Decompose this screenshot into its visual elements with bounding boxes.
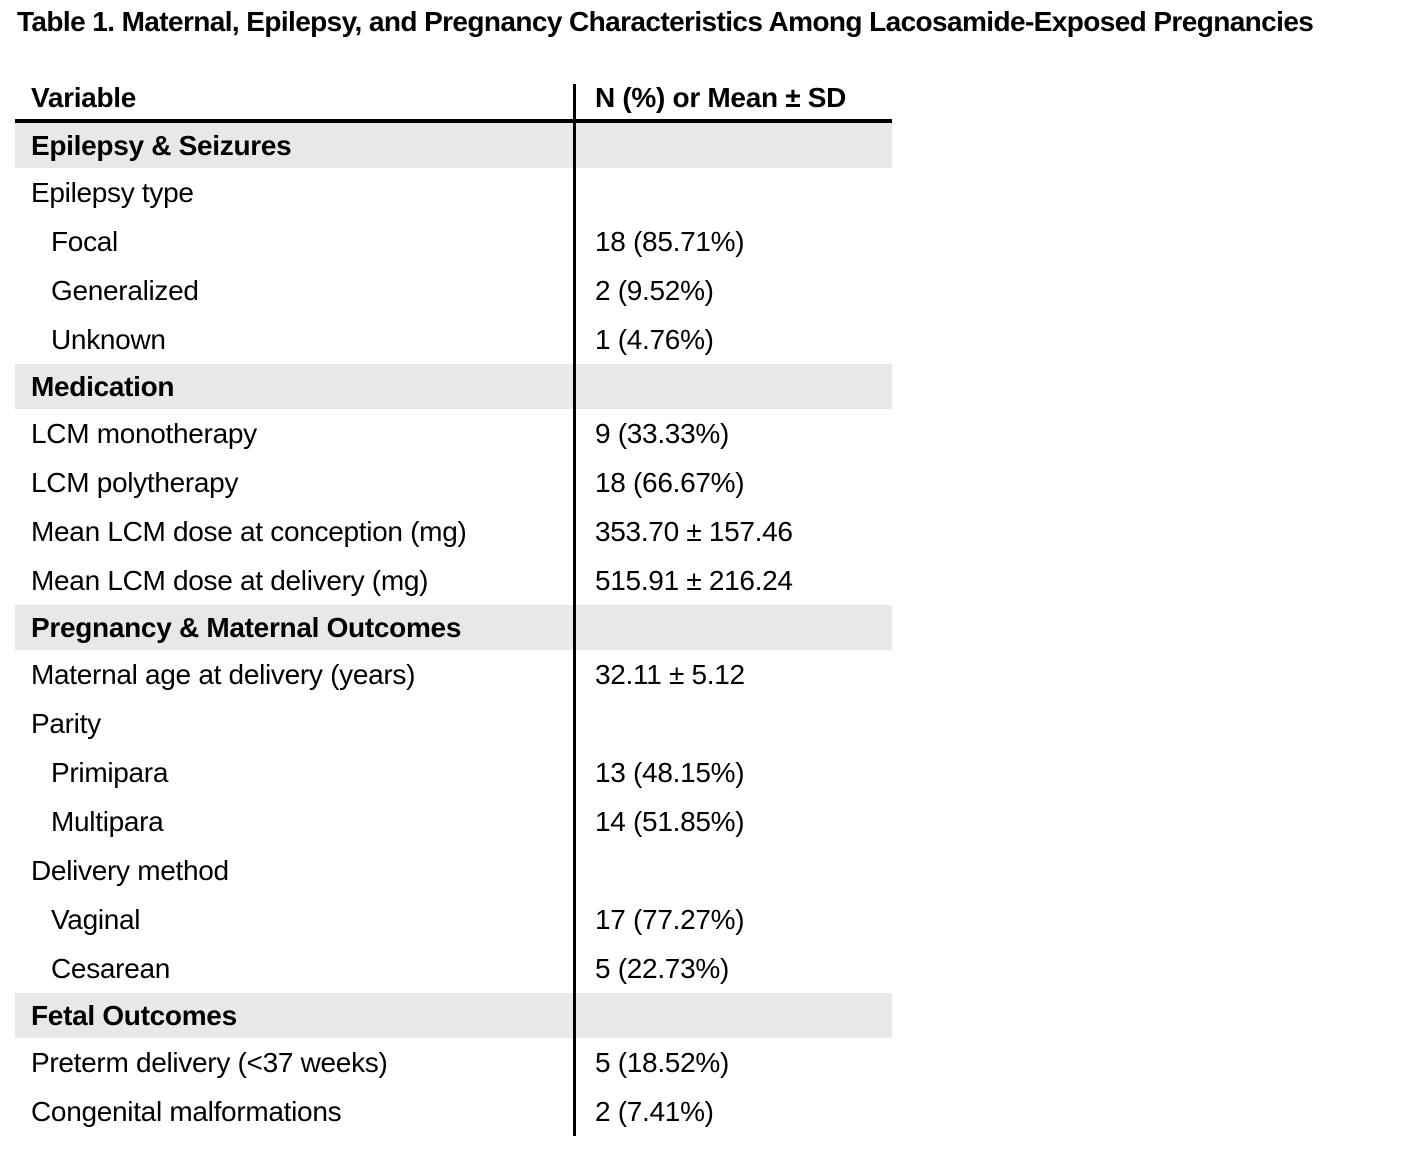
table-row: Parity: [15, 699, 892, 748]
row-label: Preterm delivery (<37 weeks): [31, 1046, 388, 1078]
row-label: Epilepsy type: [31, 176, 194, 208]
row-value: 5 (22.73%): [573, 944, 892, 993]
table-row: Cesarean 5 (22.73%): [15, 944, 892, 993]
table-title: Table 1. Maternal, Epilepsy, and Pregnan…: [17, 6, 1314, 37]
row-label: LCM polytherapy: [31, 466, 239, 498]
row-value: 9 (33.33%): [573, 409, 892, 458]
row-value: 17 (77.27%): [573, 895, 892, 944]
table-row: Focal 18 (85.71%): [15, 217, 892, 266]
row-value: [573, 123, 892, 168]
section-label: Epilepsy & Seizures: [31, 129, 292, 161]
row-value: 14 (51.85%): [573, 797, 892, 846]
section-label: Medication: [31, 370, 175, 402]
row-label: Primipara: [51, 756, 169, 788]
row-value: [573, 846, 892, 895]
table-row: Epilepsy type: [15, 168, 892, 217]
row-value: [573, 364, 892, 409]
section-row: Pregnancy & Maternal Outcomes: [15, 605, 892, 650]
row-label: Parity: [31, 707, 101, 739]
section-label: Fetal Outcomes: [31, 999, 237, 1031]
row-label: Delivery method: [31, 854, 229, 886]
table-row: Multipara 14 (51.85%): [15, 797, 892, 846]
row-label: Focal: [51, 225, 118, 257]
row-value: [573, 993, 892, 1038]
row-value: 2 (9.52%): [573, 266, 892, 315]
table-row: Unknown 1 (4.76%): [15, 315, 892, 364]
row-label: LCM monotherapy: [31, 417, 257, 449]
table-row: Delivery method: [15, 846, 892, 895]
row-value: [573, 605, 892, 650]
row-label: Unknown: [51, 323, 166, 355]
row-value: 18 (85.71%): [573, 217, 892, 266]
table-row: Vaginal 17 (77.27%): [15, 895, 892, 944]
row-value: 1 (4.76%): [573, 315, 892, 364]
table-row: Primipara 13 (48.15%): [15, 748, 892, 797]
row-label: Multipara: [51, 805, 164, 837]
table-body: Epilepsy & Seizures Epilepsy type Focal 18 …: [15, 123, 892, 1136]
row-value: 18 (66.67%): [573, 458, 892, 507]
section-row: Fetal Outcomes: [15, 993, 892, 1038]
column-header-value: N (%) or Mean ± SD: [573, 84, 892, 119]
table-header-row: Variable N (%) or Mean ± SD: [15, 70, 892, 123]
column-header-variable: Variable: [31, 82, 137, 113]
row-value: [573, 168, 892, 217]
table-row: Mean LCM dose at delivery (mg) 515.91 ± 2…: [15, 556, 892, 605]
row-value: 515.91 ± 216.24: [573, 556, 892, 605]
row-label: Generalized: [51, 274, 199, 306]
row-label: Cesarean: [51, 952, 171, 984]
row-label: Congenital malformations: [31, 1095, 342, 1127]
data-table: Variable N (%) or Mean ± SD Epilepsy & S…: [15, 70, 892, 1136]
table-row: Mean LCM dose at conception (mg) 353.70 ±…: [15, 507, 892, 556]
section-label: Pregnancy & Maternal Outcomes: [31, 611, 462, 643]
table-row: Generalized 2 (9.52%): [15, 266, 892, 315]
table-row: Preterm delivery (<37 weeks) 5 (18.52%): [15, 1038, 892, 1087]
table-row: LCM monotherapy 9 (33.33%): [15, 409, 892, 458]
row-value: 2 (7.41%): [573, 1087, 892, 1136]
table-row: Congenital malformations 2 (7.41%): [15, 1087, 892, 1136]
row-value: 5 (18.52%): [573, 1038, 892, 1087]
row-label: Mean LCM dose at delivery (mg): [31, 564, 429, 596]
row-value: 13 (48.15%): [573, 748, 892, 797]
row-label: Vaginal: [51, 903, 141, 935]
table-row: Maternal age at delivery (years) 32.11 ± …: [15, 650, 892, 699]
row-value: [573, 699, 892, 748]
section-row: Epilepsy & Seizures: [15, 123, 892, 168]
row-value: 32.11 ± 5.12: [573, 650, 892, 699]
section-row: Medication: [15, 364, 892, 409]
row-label: Mean LCM dose at conception (mg): [31, 515, 467, 547]
row-value: 353.70 ± 157.46: [573, 507, 892, 556]
table-row: LCM polytherapy 18 (66.67%): [15, 458, 892, 507]
row-label: Maternal age at delivery (years): [31, 658, 416, 690]
